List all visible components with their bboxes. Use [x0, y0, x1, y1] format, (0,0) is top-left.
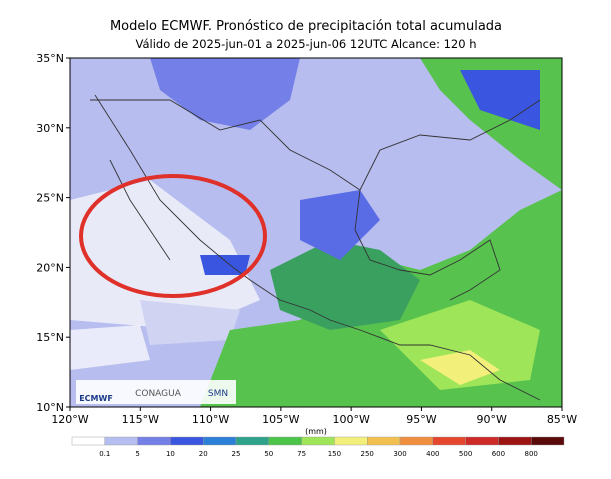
- logo-smn: SMN: [208, 389, 228, 399]
- lat-label: 30°N: [36, 122, 64, 135]
- colorbar-swatch: [170, 436, 204, 446]
- lon-label: 85°W: [547, 413, 577, 426]
- colorbar-swatch: [465, 436, 499, 446]
- colorbar-swatch: [202, 436, 237, 446]
- title: Modelo ECMWF. Pronóstico de precipitació…: [110, 19, 502, 34]
- lat-label: 15°N: [36, 331, 64, 344]
- colorbar-label: 20: [199, 450, 208, 458]
- colorbar-swatch: [137, 436, 171, 446]
- colorbar-label: 400: [426, 450, 439, 458]
- logo-conagua: CONAGUA: [135, 389, 182, 399]
- colorbar-label: 0.1: [99, 450, 110, 458]
- colorbar-unit: (mm): [305, 427, 327, 436]
- colorbar-swatch: [104, 436, 138, 446]
- colorbar-swatch: [531, 436, 565, 446]
- colorbar-label: 150: [328, 450, 341, 458]
- lat-label: 25°N: [36, 192, 64, 205]
- colorbar-label: 25: [232, 450, 241, 458]
- lon-label: 100°W: [332, 413, 369, 426]
- colorbar-label: 50: [264, 450, 273, 458]
- colorbar-label: 600: [492, 450, 505, 458]
- colorbar-swatch: [235, 436, 269, 446]
- colorbar-swatch: [399, 436, 433, 446]
- colorbar-label: 5: [135, 450, 139, 458]
- colorbar-swatch: [268, 436, 302, 446]
- highlight-ellipse: [79, 174, 267, 298]
- lat-label: 20°N: [36, 261, 64, 274]
- lon-label: 105°W: [262, 413, 299, 426]
- colorbar-label: 500: [459, 450, 472, 458]
- subtitle: Válido de 2025-jun-01 a 2025-jun-06 12UT…: [135, 37, 476, 51]
- lat-label: 35°N: [36, 52, 64, 65]
- colorbar-swatch: [334, 436, 368, 446]
- colorbar-swatch: [432, 436, 466, 446]
- lon-label: 95°W: [406, 413, 436, 426]
- colorbar-label: 75: [297, 450, 306, 458]
- logo-ecmwf: ECMWF: [79, 394, 113, 403]
- colorbar-swatch: [71, 436, 105, 446]
- lon-label: 115°W: [122, 413, 159, 426]
- lon-label: 90°W: [477, 413, 507, 426]
- colorbar-label: 250: [361, 450, 374, 458]
- colorbar-swatch: [301, 436, 335, 446]
- colorbar-swatch: [367, 436, 401, 446]
- colorbar-label: 10: [166, 450, 175, 458]
- map-area: [70, 58, 562, 407]
- lon-label: 120°W: [51, 413, 88, 426]
- colorbar-label: 800: [525, 450, 538, 458]
- lon-label: 110°W: [192, 413, 229, 426]
- colorbar-swatch: [498, 436, 532, 446]
- lat-label: 10°N: [36, 401, 64, 414]
- colorbar-label: 300: [393, 450, 406, 458]
